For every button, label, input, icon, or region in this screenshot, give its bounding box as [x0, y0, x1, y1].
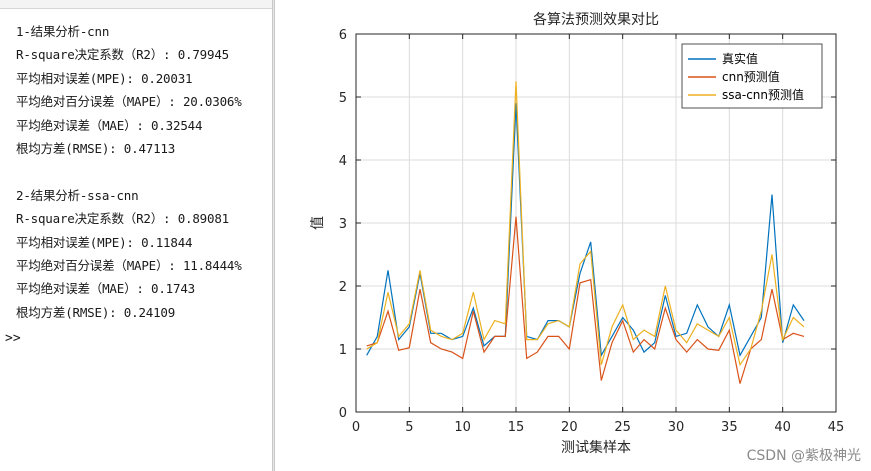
console-line: 平均绝对百分误差（MAPE）: 20.0306%: [16, 94, 242, 110]
command-prompt[interactable]: >>: [5, 331, 21, 346]
x-tick-label: 40: [774, 420, 791, 435]
x-tick-label: 30: [668, 420, 685, 435]
y-tick-label: 1: [339, 343, 347, 358]
chart-title: 各算法预测效果对比: [533, 12, 659, 28]
y-tick-label: 5: [339, 91, 347, 106]
panel-splitter[interactable]: [272, 0, 275, 471]
console-line: 平均相对误差(MPE): 0.11844: [16, 234, 193, 250]
legend-label: 真实值: [722, 51, 758, 66]
x-tick-label: 5: [405, 420, 413, 435]
console-line: 根均方差(RMSE): 0.24109: [16, 304, 176, 320]
y-tick-label: 6: [339, 28, 347, 43]
x-tick-label: 35: [721, 420, 738, 435]
figure-panel: 0 5 10 15 20 25 30 35 40 45 0 1 2 3 4 5 6 各算法预测效果对比 测试集样本值…: [276, 0, 871, 471]
legend-box: [681, 43, 823, 109]
legend-label: ssa-cnn预测值: [722, 87, 804, 102]
y-tick-label: 2: [339, 280, 347, 295]
command-window-header: [0, 0, 272, 9]
console-line: 平均绝对误差（MAE）: 0.1743: [16, 281, 195, 297]
x-tick-label: 15: [508, 420, 525, 435]
x-tick-label: 0: [352, 420, 360, 435]
legend-label: cnn预测值: [722, 69, 780, 84]
x-tick-label: 10: [454, 420, 471, 435]
y-axis-label: 值: [310, 216, 326, 230]
command-window[interactable]: 1-结果分析-cnn R-square决定系数（R2）: 0.79945 平均相对误…: [0, 0, 272, 471]
chart: 0 5 10 15 20 25 30 35 40 450123456各算法预测效果对比测试集样本值…: [310, 12, 845, 456]
console-line: 2-结果分析-ssa-cnn: [16, 187, 139, 203]
x-tick-label: 25: [614, 420, 631, 435]
console-line: 1-结果分析-cnn: [16, 24, 110, 39]
console-line: 根均方差(RMSE): 0.47113: [16, 141, 176, 156]
series-line-1: [366, 216, 805, 384]
console-line: 平均绝对误差（MAE）: 0.32544: [16, 117, 203, 133]
y-tick-label: 3: [339, 217, 347, 232]
watermark: CSDN @紫极神光: [746, 448, 861, 464]
x-tick-label: 45: [828, 420, 845, 435]
y-tick-label: 0: [339, 406, 347, 421]
console-line: R-square决定系数（R2）: 0.79945: [16, 47, 229, 63]
x-tick-label: 20: [561, 420, 578, 435]
console-line: R-square决定系数（R2）: 0.89081: [16, 211, 229, 227]
series-line-2: [366, 81, 805, 367]
x-axis-label: 测试集样本: [561, 439, 631, 456]
console-line: 平均绝对百分误差（MAPE）: 11.8444%: [16, 258, 242, 273]
y-tick-label: 4: [339, 154, 347, 169]
console-line: 平均相对误差(MPE): 0.20031: [16, 70, 193, 86]
